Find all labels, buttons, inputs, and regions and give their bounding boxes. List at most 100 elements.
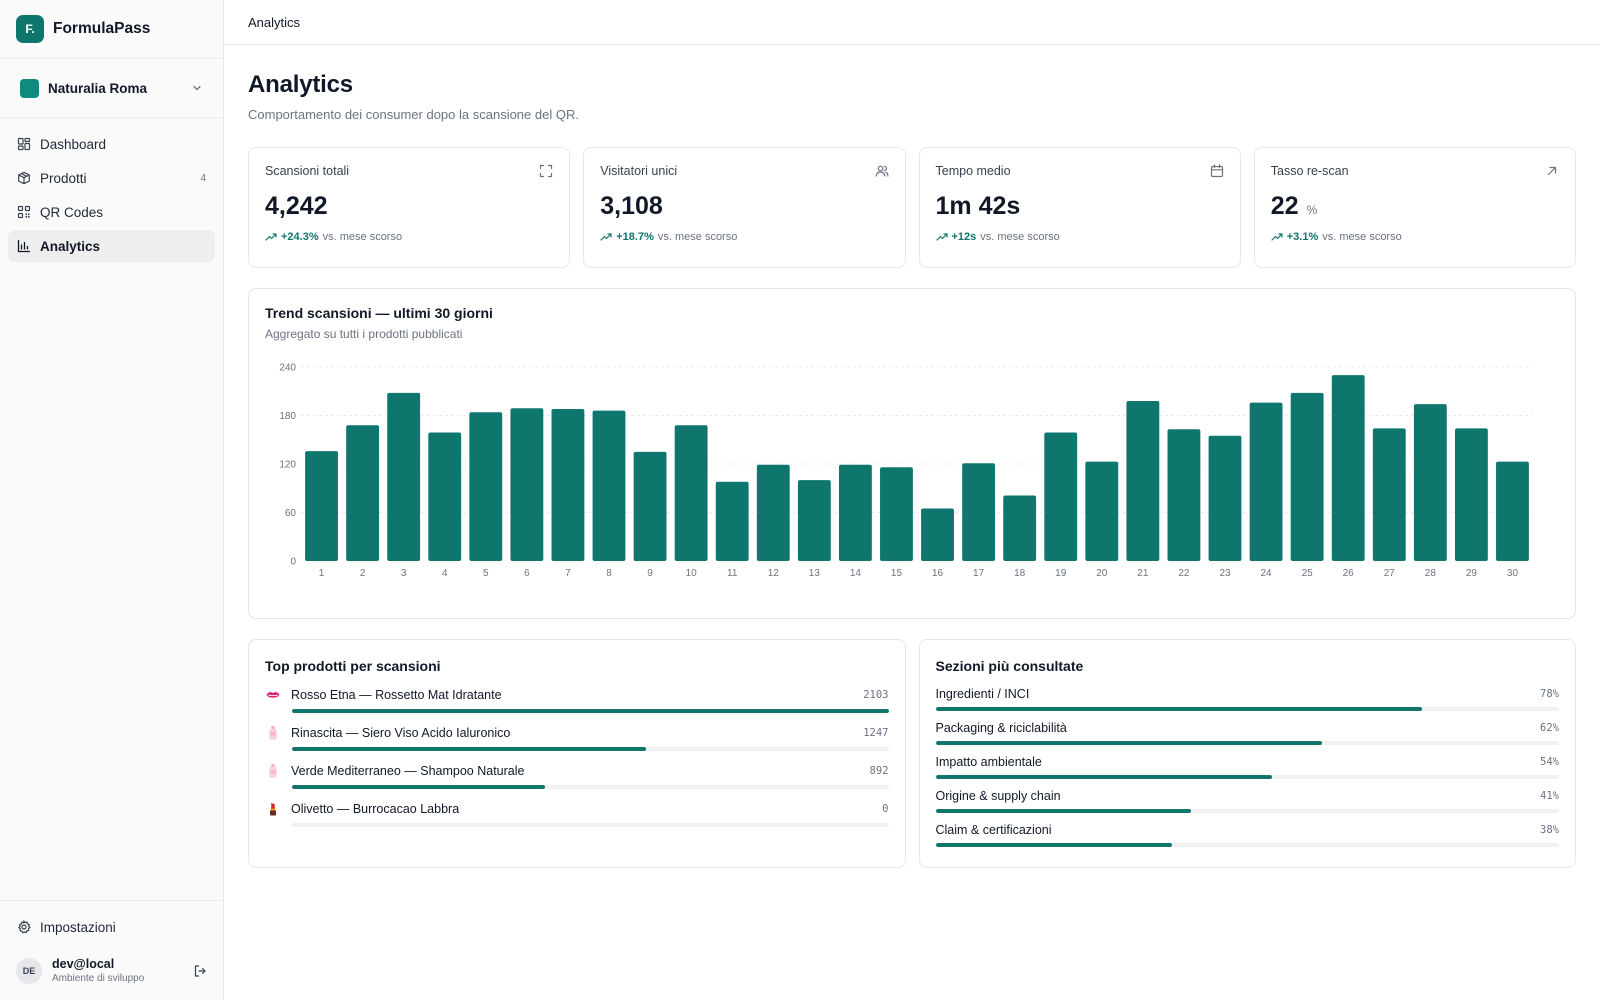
user-environment: Ambiente di sviluppo [52,973,145,984]
product-bar-fill [292,785,545,789]
bottom-row: Top prodotti per scansioni Rosso Etna — … [248,639,1576,868]
sidebar-item-prodotti[interactable]: Prodotti 4 [8,162,215,194]
x-tick-label: 24 [1261,568,1273,579]
page-title: Analytics [248,71,353,98]
chart-bar [921,508,954,561]
x-tick-label: 3 [401,568,407,579]
section-row: Impatto ambientale 54% [935,752,1559,786]
sidebar-item-qr-codes[interactable]: QR Codes [8,196,215,228]
section-bar-fill [935,843,1173,847]
product-bar-track [292,747,889,751]
brand[interactable]: F. FormulaPass [0,0,223,59]
x-tick-label: 30 [1507,568,1519,579]
sidebar-footer: Impostazioni DE dev@local Ambiente di sv… [0,900,223,1000]
product-row[interactable]: Rosso Etna — Rossetto Mat Idratante 2103 [265,684,889,722]
lotion-bottle-icon [265,725,281,741]
x-tick-label: 2 [360,568,366,579]
kpi-delta-text: vs. mese scorso [1322,231,1402,243]
page-subtitle: Comportamento dei consumer dopo la scans… [248,107,579,122]
trending-up-icon [935,233,948,241]
chart-bar [1208,435,1242,561]
product-scan-count: 2103 [863,689,889,701]
x-tick-label: 25 [1302,568,1314,579]
x-tick-label: 14 [850,568,862,579]
brand-name: FormulaPass [53,20,151,37]
kpi-card-tempo-medio: Tempo medio 1m 42s +12s vs. mese scorso [918,147,1241,268]
user-name: dev@local [52,957,115,971]
bar-chart-icon [17,239,31,253]
x-tick-label: 28 [1425,568,1437,579]
sidebar-nav: Dashboard Prodotti 4 QR Codes Analytics [0,118,223,272]
section-bar-track [935,741,1559,745]
sections-card: Sezioni più consultate Ingredienti / INC… [918,639,1576,868]
section-percent: 38% [1540,824,1559,836]
org-switcher[interactable]: Naturalia Roma [0,59,223,118]
x-tick-label: 9 [647,568,653,579]
y-tick-label: 0 [290,557,296,568]
chart-bar [838,464,872,561]
x-tick-label: 29 [1466,568,1478,579]
top-products-card: Top prodotti per scansioni Rosso Etna — … [248,639,906,868]
sidebar-item-impostazioni[interactable]: Impostazioni [8,911,215,943]
section-percent: 41% [1540,790,1559,802]
x-tick-label: 6 [524,568,530,579]
x-tick-label: 12 [768,568,780,579]
top-products-list: Rosso Etna — Rossetto Mat Idratante 2103 R… [265,684,889,836]
kpi-delta: +3.1% vs. mese scorso [1271,231,1559,243]
user-profile: DE dev@local Ambiente di sviluppo [8,943,215,992]
product-row[interactable]: Olivetto — Burrocacao Labbra 0 [265,798,889,836]
chart-bar [469,412,503,561]
kpi-label: Scansioni totali [265,164,350,178]
scan-trend-chart-card: Trend scansioni — ultimi 30 giorni Aggre… [248,288,1576,619]
x-tick-label: 21 [1137,568,1149,579]
sections-title: Sezioni più consultate [935,658,1084,674]
chart-bar [1290,392,1324,561]
main-area: Analytics Analytics Comportamento dei co… [224,0,1600,1000]
chart-bar [1496,461,1529,561]
product-row[interactable]: Rinascita — Siero Viso Acido Ialuronico 1… [265,722,889,760]
top-products-title: Top prodotti per scansioni [265,658,441,674]
dashboard-icon [17,137,31,151]
sidebar-item-dashboard[interactable]: Dashboard [8,128,215,160]
sidebar: F. FormulaPass Naturalia Roma Dashboard … [0,0,224,1000]
sidebar-item-analytics[interactable]: Analytics [8,230,215,262]
x-tick-label: 17 [973,568,985,579]
kpi-delta: +12s vs. mese scorso [935,231,1224,243]
section-percent: 78% [1540,688,1559,700]
calendar-icon [1210,164,1223,178]
chart-subtitle: Aggregato su tutti i prodotti pubblicati [265,327,463,341]
product-row[interactable]: Verde Mediterraneo — Shampoo Naturale 892 [265,760,889,798]
chart-bar [756,464,790,561]
kpi-card-scansioni: Scansioni totali 4,242 +24.3% vs. mese s… [248,147,571,268]
kpi-delta: +18.7% vs. mese scorso [600,231,888,243]
section-name: Claim & certificazioni [935,823,1052,837]
logout-icon[interactable] [193,964,207,978]
x-tick-label: 19 [1055,568,1067,579]
sidebar-item-label: Dashboard [40,136,107,152]
section-bar-fill [935,775,1273,779]
x-tick-label: 8 [606,568,612,579]
x-tick-label: 5 [483,568,489,579]
product-name: Rosso Etna — Rossetto Mat Idratante [291,688,502,702]
topbar: Analytics [224,0,1600,45]
product-scan-count: 892 [869,765,889,777]
section-percent: 62% [1540,722,1559,734]
kpi-delta-value: +18.7% [616,231,654,243]
product-bar-track [292,709,889,713]
trending-up-icon [1271,233,1283,241]
product-bar-track [292,785,889,789]
kpi-label: Visitatori unici [600,164,678,178]
section-bar-fill [935,809,1192,813]
x-tick-label: 4 [442,568,448,579]
product-bar-fill [292,747,646,751]
trending-up-icon [265,233,277,241]
chevron-down-icon [193,85,201,91]
chart-bar [346,425,380,561]
x-tick-label: 20 [1096,568,1108,579]
sidebar-item-count: 4 [200,172,206,184]
x-tick-label: 23 [1219,568,1231,579]
x-tick-label: 11 [727,568,738,579]
scan-icon [540,164,553,178]
x-tick-label: 1 [319,568,325,579]
